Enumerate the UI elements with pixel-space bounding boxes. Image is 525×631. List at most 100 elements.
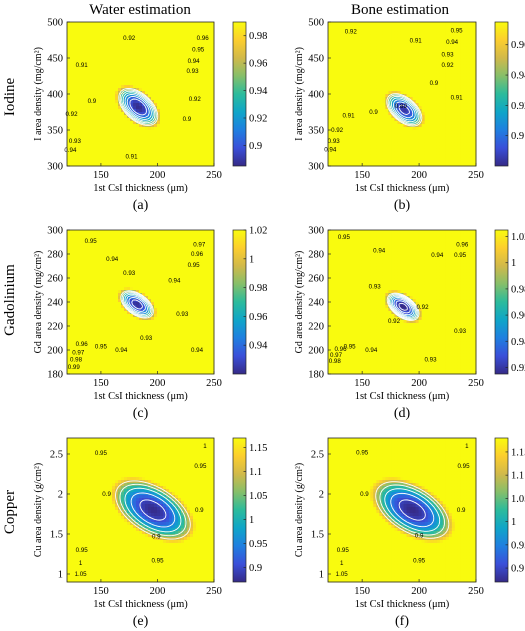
heatmap-cell [199, 34, 203, 38]
heatmap-cell [127, 136, 131, 140]
heatmap-cell [379, 133, 383, 137]
heatmap-cell [94, 136, 98, 140]
heatmap-cell [406, 136, 410, 140]
heatmap-cell [145, 130, 149, 134]
heatmap-cell [355, 124, 359, 128]
heatmap-cell [463, 136, 468, 140]
heatmap-cell [433, 157, 438, 161]
heatmap-cell [376, 151, 380, 155]
heatmap-cell [382, 163, 386, 167]
heatmap-cell [130, 157, 134, 161]
heatmap-cell [70, 109, 74, 113]
heatmap-cell [163, 34, 167, 38]
heatmap-cell [202, 73, 206, 77]
heatmap-cell [166, 43, 170, 47]
heatmap-cell [409, 67, 413, 71]
heatmap-cell [328, 43, 332, 47]
heatmap-cell [382, 22, 386, 26]
heatmap-cell [409, 133, 413, 137]
heatmap-cell [388, 133, 392, 137]
heatmap-cell [121, 145, 125, 149]
heatmap-cell [88, 46, 92, 50]
heatmap-cell [403, 55, 407, 59]
heatmap-cell [178, 157, 182, 161]
heatmap-cell [379, 25, 383, 29]
heatmap-cell [184, 142, 188, 146]
heatmap-cell [79, 103, 83, 107]
heatmap-cell [79, 40, 83, 44]
heatmap-cell [130, 124, 134, 128]
heatmap-cell [370, 31, 374, 35]
heatmap-cell [457, 157, 462, 161]
heatmap-cell [469, 37, 474, 41]
heatmap-cell [178, 70, 182, 74]
heatmap-cell [433, 160, 438, 164]
heatmap-cell [394, 91, 398, 95]
heatmap-cell [451, 142, 456, 146]
heatmap-cell [148, 109, 152, 113]
heatmap-cell [412, 34, 416, 38]
heatmap-cell [106, 67, 110, 71]
heatmap-cell [82, 46, 86, 50]
heatmap-cell [331, 49, 335, 53]
heatmap-cell [79, 25, 83, 29]
heatmap-cell [73, 73, 77, 77]
heatmap-cell [412, 157, 416, 161]
heatmap-cell [343, 25, 347, 29]
heatmap-cell [148, 133, 152, 137]
heatmap-cell [364, 37, 368, 41]
heatmap-cell [430, 64, 435, 68]
heatmap-cell [382, 40, 386, 44]
heatmap-cell [394, 100, 398, 104]
heatmap-cell [433, 37, 438, 41]
heatmap-cell [103, 58, 107, 62]
heatmap-cell [430, 106, 435, 110]
heatmap-cell [436, 151, 441, 155]
heatmap-cell [94, 43, 98, 47]
heatmap-cell [79, 145, 83, 149]
heatmap-cell [142, 28, 146, 32]
heatmap-cell [157, 133, 161, 137]
heatmap-cell [466, 148, 471, 152]
heatmap-cell [448, 124, 453, 128]
heatmap-cell [70, 115, 74, 119]
heatmap-cell [121, 28, 125, 32]
heatmap-cell [172, 73, 176, 77]
heatmap-cell [124, 37, 128, 41]
heatmap-cell [409, 112, 413, 116]
heatmap-cell [187, 37, 191, 41]
heatmap-cell [355, 55, 359, 59]
heatmap-cell [193, 115, 197, 119]
heatmap-cell [130, 148, 134, 152]
heatmap-cell [361, 49, 365, 53]
heatmap-cell [169, 55, 173, 59]
heatmap-cell [331, 115, 335, 119]
heatmap-cell [124, 121, 128, 125]
heatmap-cell [349, 46, 353, 50]
heatmap-cell [406, 85, 410, 89]
heatmap-cell [208, 64, 212, 68]
heatmap-cell [334, 94, 338, 98]
heatmap-cell [181, 118, 185, 122]
heatmap-cell [355, 154, 359, 158]
heatmap-cell [91, 64, 95, 68]
heatmap-cell [334, 64, 338, 68]
heatmap-cell [76, 91, 80, 95]
heatmap-cell [466, 118, 471, 122]
heatmap-cell [172, 40, 176, 44]
heatmap-cell [211, 73, 215, 77]
heatmap-cell [415, 88, 420, 92]
heatmap-cell [187, 52, 191, 56]
heatmap-cell [190, 40, 194, 44]
heatmap-cell [118, 154, 122, 158]
heatmap-cell [343, 124, 347, 128]
heatmap-cell [139, 163, 143, 167]
heatmap-cell [412, 100, 416, 104]
heatmap-cell [169, 130, 173, 134]
heatmap-cell [94, 37, 98, 41]
heatmap-cell [436, 139, 441, 143]
heatmap-cell [376, 43, 380, 47]
heatmap-cell [70, 67, 74, 71]
heatmap-cell [385, 133, 389, 137]
heatmap-cell [382, 91, 386, 95]
